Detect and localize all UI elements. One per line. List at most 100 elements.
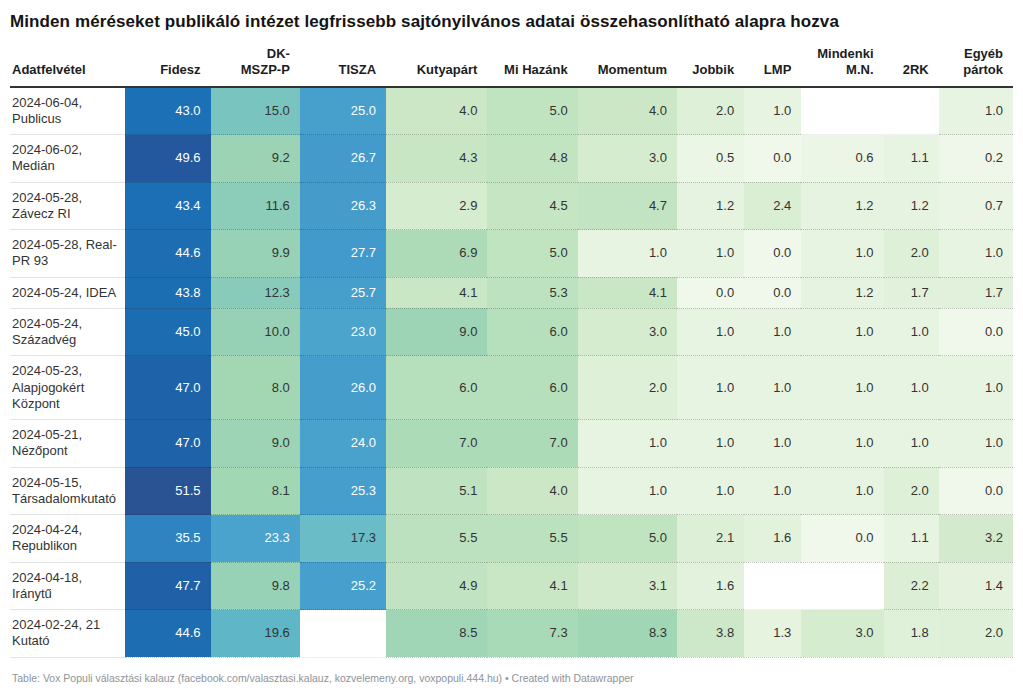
value-cell: 8.0 (211, 356, 300, 420)
column-header-kutyap-rt: Kutyapárt (386, 42, 487, 87)
value-cell: 1.0 (578, 420, 677, 468)
column-header-lmp: LMP (744, 42, 801, 87)
value-cell: 3.0 (578, 308, 677, 356)
column-header-momentum: Momentum (578, 42, 677, 87)
value-cell: 0.0 (677, 277, 744, 308)
value-cell: 0.2 (939, 135, 1013, 183)
table-row: 2024-04-24, Republikon35.523.317.35.55.5… (10, 515, 1013, 563)
table-body: 2024-06-04, Publicus43.015.025.04.05.04.… (10, 87, 1013, 658)
row-label: 2024-05-28, Real-PR 93 (10, 230, 125, 278)
value-cell (300, 610, 386, 658)
value-cell: 1.0 (939, 420, 1013, 468)
value-cell: 1.1 (884, 135, 939, 183)
column-header-egy-b-p-rtok: Egyéb pártok (939, 42, 1013, 87)
value-cell: 47.0 (125, 356, 210, 420)
table-row: 2024-02-24, 21 Kutató44.619.68.57.38.33.… (10, 610, 1013, 658)
value-cell (884, 87, 939, 135)
value-cell: 47.0 (125, 420, 210, 468)
value-cell: 35.5 (125, 515, 210, 563)
value-cell: 1.6 (677, 562, 744, 610)
value-cell: 2.4 (744, 182, 801, 230)
value-cell: 9.2 (211, 135, 300, 183)
value-cell: 15.0 (211, 87, 300, 135)
value-cell: 4.9 (386, 562, 487, 610)
value-cell: 49.6 (125, 135, 210, 183)
value-cell: 2.0 (884, 230, 939, 278)
value-cell: 1.0 (677, 308, 744, 356)
value-cell: 10.0 (211, 308, 300, 356)
value-cell: 6.0 (487, 356, 577, 420)
value-cell: 5.3 (487, 277, 577, 308)
value-cell: 9.8 (211, 562, 300, 610)
value-cell: 0.6 (801, 135, 883, 183)
value-cell: 1.0 (801, 230, 883, 278)
value-cell: 0.5 (677, 135, 744, 183)
value-cell: 3.8 (677, 610, 744, 658)
value-cell: 43.8 (125, 277, 210, 308)
row-label: 2024-06-02, Medián (10, 135, 125, 183)
column-header-jobbik: Jobbik (677, 42, 744, 87)
column-header-2rk: 2RK (884, 42, 939, 87)
value-cell: 1.2 (884, 182, 939, 230)
value-cell: 4.0 (386, 87, 487, 135)
row-label: 2024-05-21, Nézőpont (10, 420, 125, 468)
value-cell: 4.5 (487, 182, 577, 230)
value-cell: 0.7 (939, 182, 1013, 230)
value-cell: 7.0 (386, 420, 487, 468)
value-cell: 1.0 (801, 420, 883, 468)
table-header-row: AdatfelvételFideszDK- MSZP-PTISZAKutyapá… (10, 42, 1013, 87)
value-cell: 4.1 (386, 277, 487, 308)
value-cell: 8.5 (386, 610, 487, 658)
value-cell: 25.0 (300, 87, 386, 135)
value-cell: 25.3 (300, 467, 386, 515)
value-cell: 2.9 (386, 182, 487, 230)
value-cell: 1.0 (578, 230, 677, 278)
value-cell: 1.2 (801, 277, 883, 308)
row-label: 2024-05-28, Závecz RI (10, 182, 125, 230)
value-cell: 26.7 (300, 135, 386, 183)
value-cell: 7.0 (487, 420, 577, 468)
value-cell: 5.0 (487, 230, 577, 278)
row-label: 2024-04-24, Republikon (10, 515, 125, 563)
value-cell: 43.0 (125, 87, 210, 135)
value-cell: 3.0 (578, 135, 677, 183)
value-cell: 43.4 (125, 182, 210, 230)
value-cell: 8.3 (578, 610, 677, 658)
table-row: 2024-05-24, Századvég45.010.023.09.06.03… (10, 308, 1013, 356)
row-label: 2024-05-24, IDEA (10, 277, 125, 308)
value-cell: 0.0 (744, 230, 801, 278)
value-cell: 4.8 (487, 135, 577, 183)
value-cell: 24.0 (300, 420, 386, 468)
column-header-mindenki-m-n-: Mindenki M.N. (801, 42, 883, 87)
value-cell: 1.0 (884, 420, 939, 468)
value-cell: 6.0 (386, 356, 487, 420)
value-cell (744, 562, 801, 610)
value-cell: 5.5 (386, 515, 487, 563)
value-cell: 1.4 (939, 562, 1013, 610)
value-cell: 2.0 (677, 87, 744, 135)
table-row: 2024-05-15, Társadalomkutató51.58.125.35… (10, 467, 1013, 515)
row-label: 2024-02-24, 21 Kutató (10, 610, 125, 658)
value-cell: 1.0 (801, 467, 883, 515)
value-cell: 1.8 (884, 610, 939, 658)
value-cell: 0.0 (801, 515, 883, 563)
value-cell: 5.0 (578, 515, 677, 563)
column-header-fidesz: Fidesz (125, 42, 210, 87)
value-cell: 12.3 (211, 277, 300, 308)
value-cell: 45.0 (125, 308, 210, 356)
value-cell: 8.1 (211, 467, 300, 515)
row-label: 2024-05-15, Társadalomkutató (10, 467, 125, 515)
value-cell: 26.0 (300, 356, 386, 420)
value-cell: 4.7 (578, 182, 677, 230)
column-header-adatfelv-tel: Adatfelvétel (10, 42, 125, 87)
value-cell: 1.0 (939, 230, 1013, 278)
value-cell: 4.3 (386, 135, 487, 183)
value-cell: 1.0 (801, 308, 883, 356)
column-header-dk-mszp-p: DK- MSZP-P (211, 42, 300, 87)
value-cell (801, 562, 883, 610)
value-cell: 9.9 (211, 230, 300, 278)
value-cell: 2.2 (884, 562, 939, 610)
poll-results-table: AdatfelvételFideszDK- MSZP-PTISZAKutyapá… (10, 42, 1013, 658)
value-cell: 44.6 (125, 230, 210, 278)
value-cell: 1.0 (677, 420, 744, 468)
